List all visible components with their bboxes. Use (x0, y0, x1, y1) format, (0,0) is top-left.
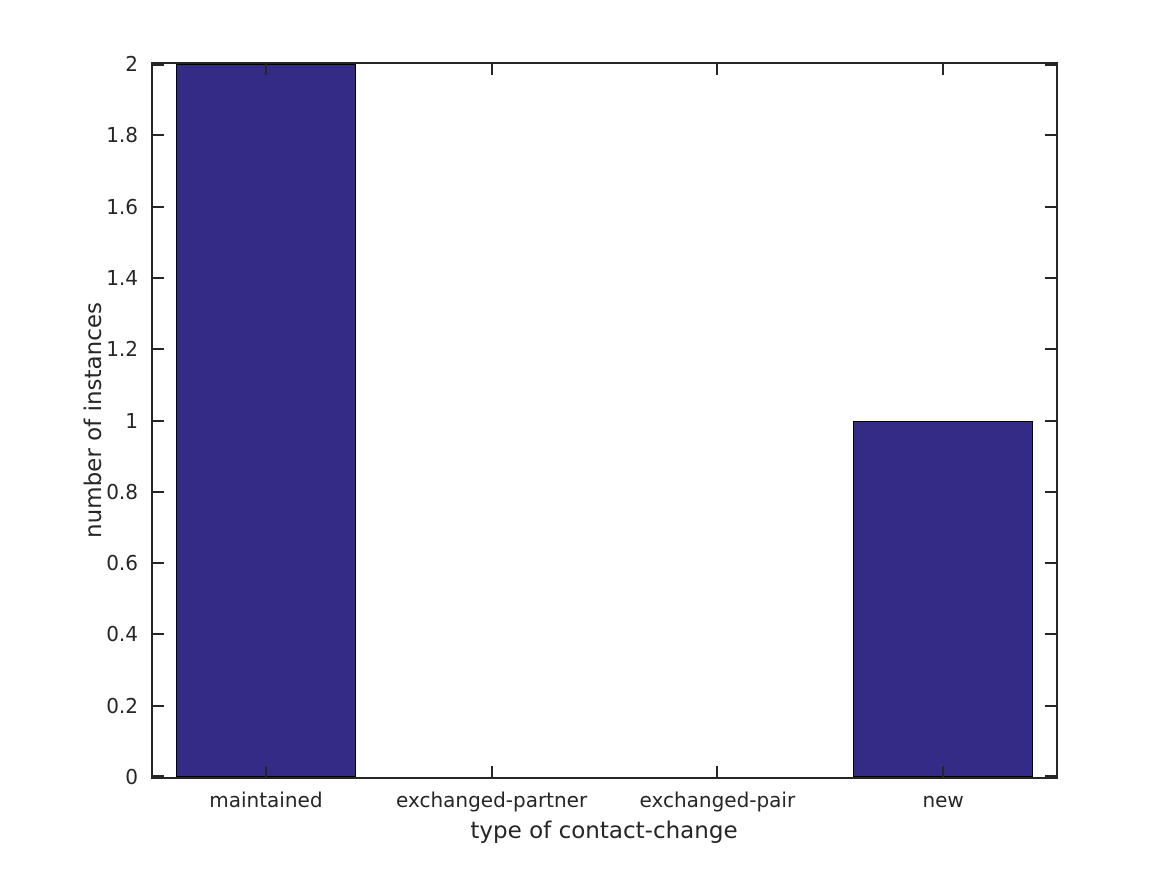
y-tick-right-0 (1045, 775, 1056, 777)
y-tick-right-0.8 (1045, 490, 1056, 493)
y-tick-label-0.2: 0.2 (106, 693, 138, 718)
y-tick-label-1.6: 1.6 (106, 194, 138, 219)
y-tick-right-0.6 (1045, 562, 1056, 565)
y-tick-label-2: 2 (125, 52, 138, 76)
x-tick-top-exchanged-partner (490, 64, 493, 75)
x-tick-top-exchanged-pair (716, 64, 719, 75)
y-tick-right-1.2 (1045, 348, 1056, 351)
x-tick-bottom-exchanged-partner (490, 766, 493, 777)
y-tick-right-0.2 (1045, 704, 1056, 707)
y-tick-left-0.6 (153, 562, 164, 565)
y-tick-label-0: 0 (125, 765, 138, 789)
bar-maintained (175, 64, 357, 777)
x-tick-label-exchanged-partner: exchanged-partner (396, 788, 588, 812)
y-tick-left-1.2 (153, 348, 164, 351)
x-tick-bottom-new (942, 766, 945, 777)
x-axis-label: type of contact-change (470, 818, 738, 844)
x-tick-label-maintained: maintained (209, 788, 323, 812)
x-tick-bottom-exchanged-pair (716, 766, 719, 777)
y-tick-left-1.6 (153, 205, 164, 208)
y-tick-right-1 (1045, 419, 1056, 422)
y-tick-right-0.4 (1045, 633, 1056, 636)
y-tick-left-0.2 (153, 704, 164, 707)
y-tick-right-1.8 (1045, 134, 1056, 137)
y-tick-right-1.6 (1045, 205, 1056, 208)
x-tick-bottom-maintained (264, 766, 267, 777)
y-tick-left-1 (153, 419, 164, 422)
y-tick-left-0 (153, 775, 164, 777)
y-tick-label-1: 1 (125, 408, 138, 433)
y-tick-right-1.4 (1045, 276, 1056, 279)
y-tick-right-2 (1045, 64, 1056, 66)
y-tick-label-0.6: 0.6 (106, 551, 138, 576)
x-tick-label-new: new (922, 788, 964, 812)
y-tick-label-0.4: 0.4 (106, 622, 138, 647)
y-tick-left-1.8 (153, 134, 164, 137)
y-tick-left-2 (153, 64, 164, 66)
bar-new (852, 420, 1034, 777)
y-tick-left-1.4 (153, 276, 164, 279)
y-tick-label-1.4: 1.4 (106, 265, 138, 290)
y-tick-label-1.2: 1.2 (106, 337, 138, 362)
x-tick-top-maintained (264, 64, 267, 75)
y-tick-label-1.8: 1.8 (106, 123, 138, 148)
plot-area (151, 62, 1058, 779)
y-tick-left-0.8 (153, 490, 164, 493)
x-tick-label-exchanged-pair: exchanged-pair (639, 788, 796, 812)
x-tick-top-new (942, 64, 945, 75)
y-tick-left-0.4 (153, 633, 164, 636)
y-tick-label-0.8: 0.8 (106, 479, 138, 504)
